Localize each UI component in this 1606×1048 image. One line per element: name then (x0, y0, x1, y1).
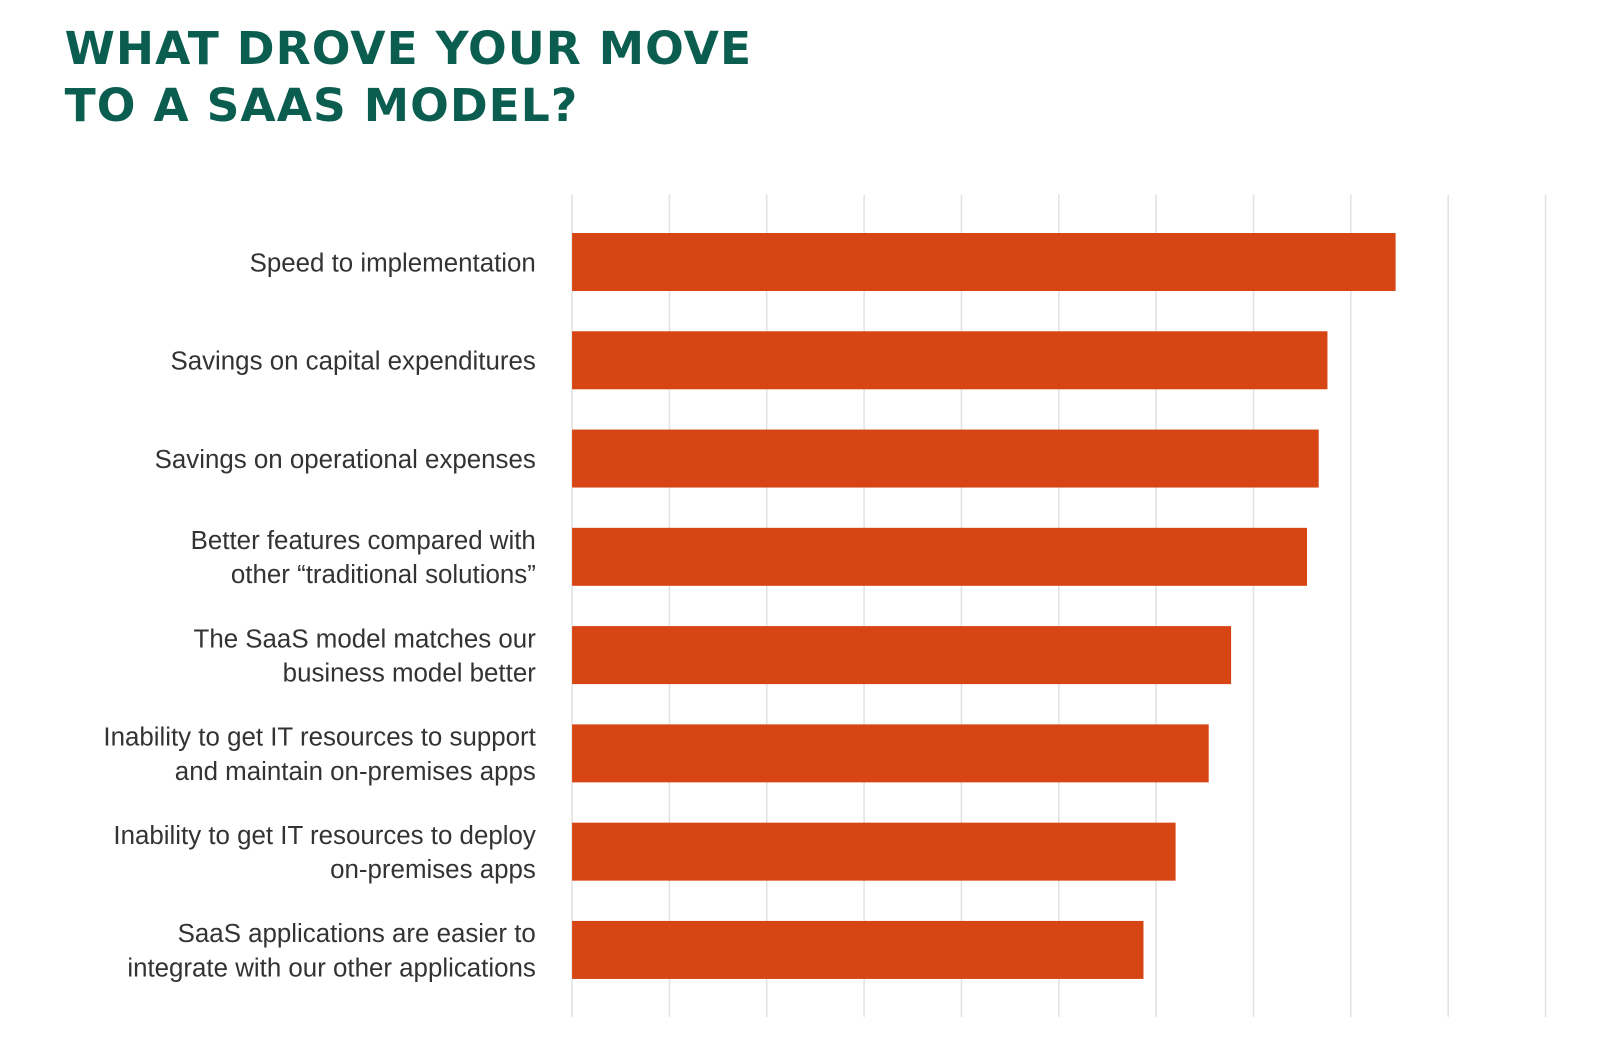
bar (572, 920, 1144, 979)
category-label: Savings on capital expenditures (170, 348, 535, 376)
chart-title: TO A SAAS MODEL? (65, 79, 579, 132)
category-label-line: Better features compared with (191, 527, 536, 555)
chart-title: WHAT DROVE YOUR MOVE (65, 22, 752, 75)
category-label-line: business model better (283, 660, 537, 688)
bar (572, 822, 1176, 881)
category-label: Inability to get IT resources to deploy o… (113, 822, 535, 884)
bar (572, 527, 1308, 586)
category-label: Inability to get IT resources to support… (103, 724, 535, 786)
category-label: Speed to implementation (250, 249, 536, 277)
category-label-line: on-premises apps (330, 856, 536, 884)
bar (572, 233, 1396, 291)
category-label: Better features compared with other “trad… (191, 527, 536, 589)
category-label-line: integrate with our other applications (127, 954, 536, 982)
category-label-line: other “traditional solutions” (231, 561, 536, 589)
category-label: The SaaS model matches our business model… (194, 625, 537, 687)
category-label-line: and maintain on-premises apps (175, 758, 536, 786)
category-label-line: Savings on capital expenditures (170, 348, 535, 376)
category-label-line: Speed to implementation (250, 249, 536, 277)
bar (572, 331, 1328, 390)
category-label-line: Savings on operational expenses (155, 446, 536, 474)
category-label-line: The SaaS model matches our (194, 625, 537, 653)
category-label-line: SaaS applications are easier to (178, 920, 536, 948)
category-label: Savings on operational expenses (155, 446, 536, 474)
category-label-line: Inability to get IT resources to support (103, 724, 535, 752)
bar (572, 429, 1319, 488)
category-label: SaaS applications are easier to integrate… (127, 920, 536, 982)
bar (572, 626, 1232, 685)
category-label-line: Inability to get IT resources to deploy (113, 822, 535, 850)
bar (572, 724, 1209, 783)
